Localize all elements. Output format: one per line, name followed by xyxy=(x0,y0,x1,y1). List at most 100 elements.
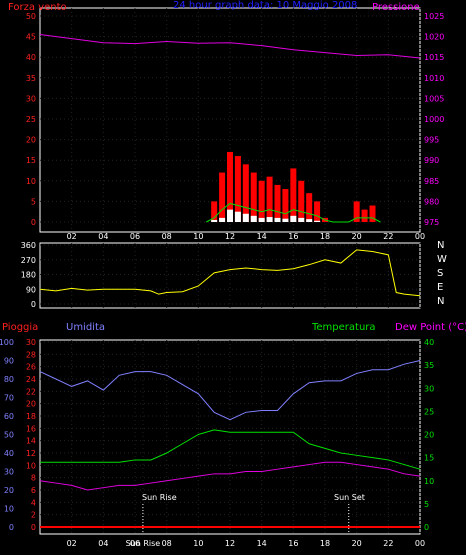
wind-bar xyxy=(290,215,297,222)
x-tick-label: 16 xyxy=(288,539,298,548)
x-tick-label: 06 xyxy=(130,539,140,548)
compass-label: N xyxy=(437,240,444,251)
wind-bar xyxy=(266,217,273,222)
pressure-tick-label: 990 xyxy=(424,156,439,165)
x-tick-label: 20 xyxy=(352,539,362,548)
wind-bar xyxy=(266,176,273,222)
wind-bar xyxy=(234,156,241,222)
compass-label: N xyxy=(437,296,444,307)
pressure-tick-label: 995 xyxy=(424,136,439,145)
humidity-tick-label: 70 xyxy=(4,394,14,403)
wind-bar xyxy=(219,217,226,222)
pressure-label: Pressione xyxy=(372,2,420,13)
wind-tick-label: 10 xyxy=(26,177,36,186)
wind-bar xyxy=(369,205,376,222)
direction-tick-label: 0 xyxy=(31,300,36,309)
pressure-tick-label: 1025 xyxy=(424,12,444,21)
wind-bar xyxy=(234,211,241,222)
direction-tick-label: 90 xyxy=(26,285,36,294)
x-tick-label: 22 xyxy=(383,232,393,241)
wind-bar xyxy=(258,180,265,222)
temperature-tick-label: 10 xyxy=(424,477,434,486)
chart-title: 24 hour graph data: 10 Maggio 2008 xyxy=(173,0,357,11)
pressure-tick-label: 1005 xyxy=(424,94,444,103)
wind-bar xyxy=(298,217,305,222)
rain-tick-label: 16 xyxy=(26,424,36,433)
humidity-tick-label: 0 xyxy=(9,523,14,532)
wind-tick-label: 25 xyxy=(26,115,36,124)
x-tick-label: 08 xyxy=(162,232,172,241)
wind-tick-label: 50 xyxy=(26,12,36,21)
direction-tick-label: 180 xyxy=(21,271,36,280)
wind-bar xyxy=(219,172,226,222)
wind-bar xyxy=(274,217,281,222)
rain-tick-label: 22 xyxy=(26,387,36,396)
humidity-tick-label: 100 xyxy=(0,338,14,347)
rain-tick-label: 24 xyxy=(26,375,36,384)
wind-bar xyxy=(306,193,313,222)
x-tick-label: 22 xyxy=(383,539,393,548)
wind-bar xyxy=(242,213,249,222)
x-tick-label: 20 xyxy=(352,232,362,241)
wind-tick-label: 45 xyxy=(26,33,36,42)
wind-bar xyxy=(250,215,257,222)
temperature-tick-label: 15 xyxy=(424,454,434,463)
wind-bar xyxy=(361,209,368,222)
humidity-tick-label: 30 xyxy=(4,468,14,477)
x-tick-label: 02 xyxy=(67,539,77,548)
wind-tick-label: 40 xyxy=(26,53,36,62)
rain-label: Pioggia xyxy=(2,322,38,333)
wind-bar xyxy=(227,209,233,222)
x-tick-label: 16 xyxy=(288,232,298,241)
pressure-tick-label: 1020 xyxy=(424,33,444,42)
wind-tick-label: 0 xyxy=(31,218,36,227)
x-tick-label: 12 xyxy=(225,232,235,241)
humidity-label: Umidita xyxy=(66,322,105,333)
rain-tick-label: 20 xyxy=(26,400,36,409)
compass-label: W xyxy=(437,254,447,265)
series-line xyxy=(39,461,421,491)
wind-bar xyxy=(314,201,321,222)
rain-tick-label: 18 xyxy=(26,412,36,421)
humidity-tick-label: 60 xyxy=(4,412,14,421)
rain-tick-label: 8 xyxy=(31,474,36,483)
series-line xyxy=(39,360,421,421)
x-tick-label: 10 xyxy=(193,539,203,548)
series-line xyxy=(206,202,381,223)
x-tick-label: 12 xyxy=(225,539,235,548)
temperature-tick-label: 35 xyxy=(424,361,434,370)
x-tick-label: 04 xyxy=(98,232,108,241)
temperature-tick-label: 25 xyxy=(424,407,434,416)
wind-bar xyxy=(274,184,281,222)
wind-strength-label: Forza vento xyxy=(8,2,67,13)
pressure-tick-label: 980 xyxy=(424,197,439,206)
humidity-tick-label: 50 xyxy=(4,431,14,440)
x-tick-label: 06 xyxy=(130,232,140,241)
rain-tick-label: 2 xyxy=(31,511,36,520)
humidity-tick-label: 80 xyxy=(4,375,14,384)
rain-tick-label: 30 xyxy=(26,338,36,347)
temperature-label: Temperatura xyxy=(311,322,376,333)
pressure-tick-label: 985 xyxy=(424,177,439,186)
x-tick-label: 00 xyxy=(415,232,425,241)
x-tick-label: 14 xyxy=(257,539,267,548)
pressure-tick-label: 975 xyxy=(424,218,439,227)
rain-tick-label: 0 xyxy=(31,523,36,532)
wind-tick-label: 5 xyxy=(31,197,36,206)
rain-tick-label: 12 xyxy=(26,449,36,458)
rain-tick-label: 14 xyxy=(26,437,36,446)
wind-bar xyxy=(250,172,257,222)
x-tick-label: 02 xyxy=(67,232,77,241)
wind-direction-line xyxy=(39,249,421,297)
temperature-tick-label: 40 xyxy=(424,338,434,347)
x-tick-label: 14 xyxy=(257,232,267,241)
x-tick-label: 10 xyxy=(193,232,203,241)
pressure-tick-label: 1010 xyxy=(424,74,444,83)
sun-set-annotation: Sun Set xyxy=(334,493,365,502)
rain-tick-label: 26 xyxy=(26,363,36,372)
rain-tick-label: 4 xyxy=(31,498,36,507)
wind-bar xyxy=(211,201,218,222)
x-tick-label: 00 xyxy=(415,539,425,548)
compass-label: E xyxy=(437,282,443,293)
